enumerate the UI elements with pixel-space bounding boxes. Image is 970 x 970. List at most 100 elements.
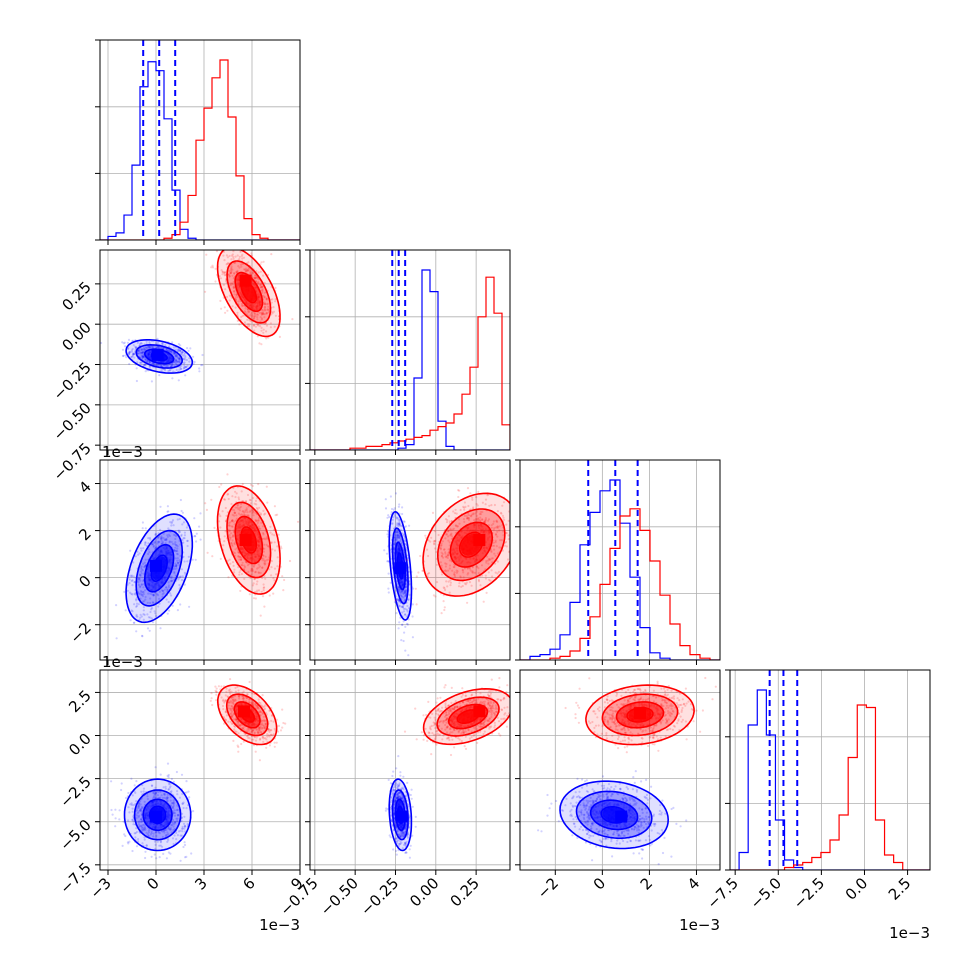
panel-frame <box>519 669 721 871</box>
contour-red <box>601 693 679 737</box>
x-tick-label: −2 <box>534 874 562 902</box>
pair-panel-3-0: −3 0 3 6 9−7.5−5.0−2.50.02.5 <box>56 669 307 902</box>
contour-red <box>585 684 695 746</box>
offset-col-2: 1e−3 <box>679 916 720 934</box>
contour-blue <box>125 513 194 624</box>
hist-red <box>100 59 300 240</box>
offset-row-3: 1e−3 <box>102 653 143 671</box>
y-tick-label: 0.0 <box>65 730 95 760</box>
y-tick-label: −0.25 <box>50 359 95 404</box>
contour-red <box>626 706 654 723</box>
offset-col-0: 1e−3 <box>259 916 300 934</box>
contour-blue <box>125 339 194 374</box>
contour-blue <box>135 343 184 369</box>
panel-frame <box>309 249 511 451</box>
x-tick-label: 4 <box>684 874 703 893</box>
density-red <box>458 710 478 723</box>
x-tick-label: −3 <box>86 874 114 902</box>
panel-frame <box>99 249 301 451</box>
x-tick-label: 2 <box>637 874 656 893</box>
density-red <box>242 282 256 302</box>
pair-panel-2-1 <box>305 459 511 665</box>
y-tick-label: 0.00 <box>58 318 94 354</box>
pair-panel-1-0: −0.75−0.50−0.25 0.00 0.25 <box>50 249 301 484</box>
peak-blue <box>394 562 407 575</box>
peak-red <box>473 534 486 546</box>
y-tick-label: −0.50 <box>50 399 95 444</box>
contour-red <box>233 701 261 729</box>
contour-blue <box>123 778 192 852</box>
y-tick-label: 0 <box>75 572 94 591</box>
hist-panel-3: −7.5 −5.0 −2.5 0.0 2.5 <box>704 669 931 913</box>
contour-blue <box>394 541 407 591</box>
offset-row-2: 1e−3 <box>102 443 143 461</box>
y-tick-label: −2.5 <box>56 773 94 811</box>
contour-red <box>615 701 665 729</box>
contour-red <box>234 515 264 565</box>
contour-blue <box>150 554 168 583</box>
peak-blue <box>150 810 162 823</box>
contour-red <box>226 501 272 579</box>
contour-blue <box>142 798 173 832</box>
hist-blue <box>730 689 930 870</box>
x-tick-label: −0.50 <box>317 874 362 919</box>
contour-red <box>240 526 258 554</box>
x-tick-label: 0.00 <box>406 874 442 910</box>
peak-red <box>239 274 252 287</box>
contour-red <box>436 696 500 737</box>
contour-blue <box>575 790 653 840</box>
contour-red <box>447 703 489 730</box>
contour-blue <box>144 543 175 593</box>
hist-blue <box>310 269 510 450</box>
hist-panel-0 <box>95 39 301 245</box>
contour-blue <box>143 348 175 365</box>
x-tick-label: 0.25 <box>447 874 483 910</box>
hist-red <box>520 508 720 660</box>
x-tick-label: 3 <box>191 874 210 893</box>
contour-red <box>226 260 272 324</box>
contour-blue <box>391 789 409 841</box>
contour-red <box>422 492 510 597</box>
contour-blue <box>133 789 182 841</box>
contour-blue <box>559 780 670 850</box>
y-tick-label: −5.0 <box>56 816 94 854</box>
x-tick-label: −5.0 <box>747 874 785 912</box>
offset-col-3: 1e−3 <box>889 924 930 942</box>
hist-red <box>730 704 930 870</box>
hist-blue <box>100 61 300 240</box>
panel-frame <box>729 669 931 871</box>
contour-blue <box>388 510 413 621</box>
contour-red <box>422 687 510 746</box>
x-tick-label: 6 <box>239 874 258 893</box>
contour-red <box>216 250 281 338</box>
x-tick-label: −2.5 <box>790 874 828 912</box>
pair-panel-3-1: −0.75−0.50−0.25 0.00 0.25 <box>276 669 511 919</box>
x-tick-label: 0 <box>143 874 162 893</box>
hist-blue <box>520 479 720 660</box>
contour-blue <box>589 799 639 831</box>
panel-frame <box>309 459 511 661</box>
y-tick-label: 2.5 <box>65 687 95 717</box>
peak-blue <box>150 559 162 572</box>
x-tick-label: 0.0 <box>842 874 872 904</box>
peak-red <box>239 534 252 546</box>
y-tick-label: 2 <box>75 525 94 544</box>
peak-red <box>634 707 646 720</box>
pair-panel-3-2: −2 0 2 4 <box>515 669 721 902</box>
panel-frame <box>99 669 301 871</box>
panel-frame <box>99 459 301 661</box>
x-tick-label: 2.5 <box>885 874 915 904</box>
peak-blue <box>395 810 408 823</box>
peak-red <box>473 705 486 718</box>
y-tick-label: 4 <box>75 478 94 497</box>
y-tick-label: −2 <box>66 619 94 647</box>
x-tick-label: 0 <box>590 874 609 893</box>
contour-red <box>217 684 278 746</box>
hist-red <box>310 276 510 450</box>
contour-red <box>449 521 493 568</box>
pair-panel-2-0: −2 0 2 4 <box>66 459 301 665</box>
contour-red <box>234 271 264 313</box>
peak-blue <box>615 810 628 823</box>
panel-frame <box>519 459 721 661</box>
